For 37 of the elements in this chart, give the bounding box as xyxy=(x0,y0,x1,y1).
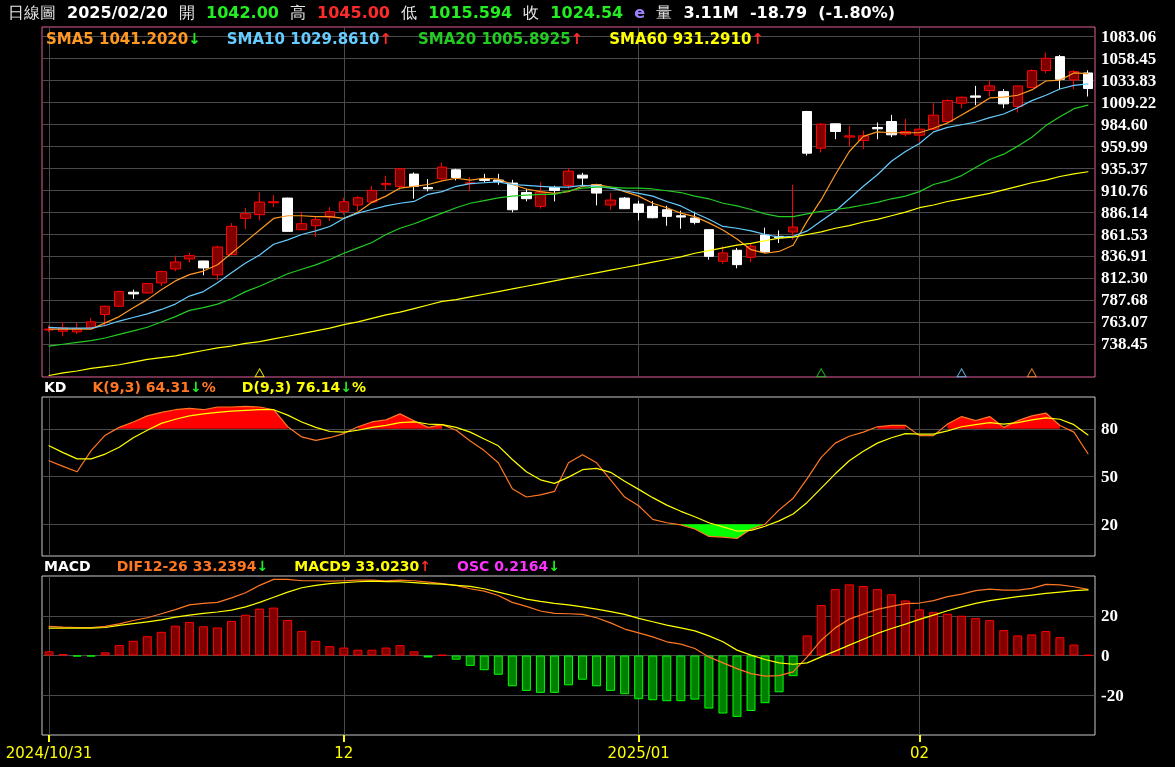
y-tick-label: 50 xyxy=(1101,467,1118,486)
series-label: D(9,3) 76.14↓% xyxy=(241,379,367,395)
series-label: DIF12-26 33.2394↓ xyxy=(116,558,269,574)
y-tick-label: 836.91 xyxy=(1101,246,1148,266)
y-tick-label: 910.76 xyxy=(1101,180,1148,200)
series-label: K(9,3) 64.31↓% xyxy=(92,379,216,395)
text: OSC 0.2164↓ xyxy=(457,558,560,574)
y-tick-label: 1033.83 xyxy=(1101,70,1157,90)
chart-title: MACD xyxy=(44,558,91,574)
series-label: MACD9 33.0230↑ xyxy=(294,558,431,574)
y-tick-label: 763.07 xyxy=(1101,312,1149,332)
chart-title: KD xyxy=(44,379,67,395)
text: SMA5 1041.2020↓ xyxy=(46,30,201,48)
y-tick-label: 1083.06 xyxy=(1101,26,1157,46)
text: SMA20 1005.8925↑ xyxy=(418,30,584,48)
y-tick-label: 0 xyxy=(1101,646,1110,665)
y-tick-label: 1009.22 xyxy=(1101,92,1157,112)
y-tick-label: 886.14 xyxy=(1101,202,1149,222)
y-tick-label: 20 xyxy=(1101,606,1118,626)
y-tick-label: 738.45 xyxy=(1101,334,1148,354)
x-tick-label: 02 xyxy=(909,743,930,762)
y-tick-label: 812.30 xyxy=(1101,268,1148,288)
x-tick-label: 2025/01 xyxy=(607,743,670,762)
y-tick-label: 787.68 xyxy=(1101,290,1148,310)
y-tick-label: 1058.45 xyxy=(1101,48,1157,68)
x-tick-label: 2024/10/31 xyxy=(5,743,93,762)
y-tick-label: 959.99 xyxy=(1101,136,1148,156)
x-tick-label: 12 xyxy=(334,743,354,762)
y-tick-label: -20 xyxy=(1101,685,1124,705)
y-tick-label: 20 xyxy=(1101,514,1118,534)
y-tick-label: 861.53 xyxy=(1101,224,1148,244)
y-tick-label: 80 xyxy=(1101,419,1118,439)
text: SMA10 1029.8610↑ xyxy=(226,30,392,48)
text: SMA60 931.2910↑ xyxy=(609,30,764,48)
y-tick-label: 935.37 xyxy=(1101,158,1149,178)
y-tick-label: 984.60 xyxy=(1101,114,1148,134)
chart-title: 日線圖 2025/02/20 開 1042.00 高 1045.00 低 1015.594 收 1024.54 e 量 3.11M -18.79 (-1.80%) xyxy=(8,3,895,22)
